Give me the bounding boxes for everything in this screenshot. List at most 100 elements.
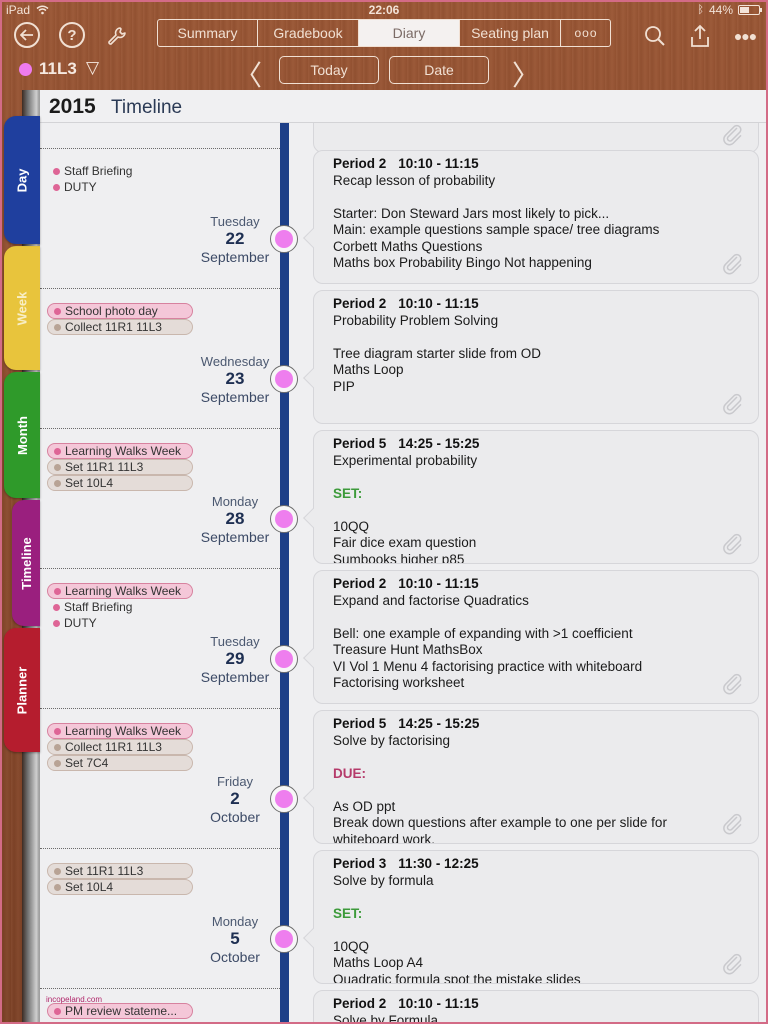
note-line: PIP <box>333 378 355 394</box>
tab-summary[interactable]: Summary <box>158 20 258 46</box>
lesson-card[interactable]: Period 2 10:10 - 11:15 Recap lesson of pr… <box>313 150 759 284</box>
paperclip-icon[interactable] <box>722 124 744 146</box>
note-line: Starter: Don Steward Jars most likely to… <box>333 205 610 221</box>
side-tab-timeline[interactable]: Timeline <box>12 500 40 626</box>
day-separator <box>40 848 280 849</box>
lesson-card[interactable]: Period 2 10:10 - 11:15 Probability Proble… <box>313 290 759 424</box>
event-item[interactable]: Set 11R1 11L3 <box>47 863 193 879</box>
period-label: Period 5 <box>333 436 387 451</box>
period-time: 10:10 - 11:15 <box>398 156 479 171</box>
paperclip-icon[interactable] <box>722 673 744 695</box>
event-item[interactable]: Learning Walks Week <box>47 443 193 459</box>
lesson-notes: Solve by Formula <box>333 1013 758 1024</box>
lesson-card[interactable]: Period 5 14:25 - 15:25 Solve by factorisi… <box>313 710 759 844</box>
today-button[interactable]: Today <box>279 56 379 84</box>
tab-seating-plan[interactable]: Seating plan <box>460 20 561 46</box>
previous-lesson-card[interactable] <box>313 123 759 153</box>
lesson-card[interactable]: Period 2 10:10 - 11:15 Solve by Formula <box>313 990 759 1024</box>
note-line: Solve by formula <box>333 872 434 888</box>
tab-more-options[interactable]: ooo <box>574 26 598 40</box>
event-item[interactable]: Staff Briefing <box>47 163 193 179</box>
event-item[interactable]: DUTY <box>47 615 193 631</box>
previous-arrow-icon[interactable]: 〈 <box>234 60 263 91</box>
event-label: Collect 11R1 11L3 <box>65 320 162 334</box>
lesson-header: Period 3 11:30 - 12:25 <box>333 856 758 873</box>
side-tab-planner[interactable]: Planner <box>4 628 40 752</box>
next-arrow-icon[interactable]: 〉 <box>512 60 541 91</box>
tab-diary[interactable]: Diary <box>359 20 460 46</box>
month: September <box>200 529 270 545</box>
side-tab-label: Month <box>14 415 30 455</box>
side-tab-week[interactable]: Week <box>4 246 40 370</box>
lesson-card[interactable]: Period 5 14:25 - 15:25 Experimental proba… <box>313 430 759 564</box>
date-label: Friday 2 October <box>190 774 280 825</box>
day-number: 5 <box>230 929 240 948</box>
lesson-card[interactable]: Period 2 10:10 - 11:15 Expand and factori… <box>313 570 759 704</box>
timeline-node[interactable] <box>270 505 298 533</box>
event-item[interactable]: Set 10L4 <box>47 879 193 895</box>
period-time: 10:10 - 11:15 <box>398 576 479 591</box>
event-item[interactable]: Learning Walks Week <box>47 723 193 739</box>
watermark: incopeland.com <box>46 995 103 1004</box>
event-item[interactable]: School photo day <box>47 303 193 319</box>
page-title: Timeline <box>111 97 183 118</box>
share-icon[interactable] <box>688 22 712 50</box>
side-tab-day[interactable]: Day <box>4 116 40 244</box>
paperclip-icon[interactable] <box>722 253 744 275</box>
event-item[interactable]: Collect 11R1 11L3 <box>47 739 193 755</box>
event-dot-icon <box>54 743 61 751</box>
paperclip-icon[interactable] <box>722 533 744 555</box>
event-item[interactable]: Set 7C4 <box>47 755 193 771</box>
note-line <box>333 782 758 799</box>
date-label: Wednesday 23 September <box>190 354 280 405</box>
event-label: Set 11R1 11L3 <box>65 864 144 878</box>
event-item[interactable]: Set 10L4 <box>47 475 193 491</box>
side-tab-month[interactable]: Month <box>4 372 40 498</box>
event-label: Set 11R1 11L3 <box>65 460 144 474</box>
event-dot-icon <box>53 619 60 627</box>
timeline-node[interactable] <box>270 785 298 813</box>
node-dot <box>275 790 293 808</box>
period-label: Period 2 <box>333 996 387 1011</box>
lesson-notes: Experimental probability SET: 10QQ Fair dic… <box>333 452 758 564</box>
timeline-node[interactable] <box>270 645 298 673</box>
paperclip-icon[interactable] <box>722 953 744 975</box>
clock: 22:06 <box>368 3 400 17</box>
tab-gradebook[interactable]: Gradebook <box>258 20 359 46</box>
day-entry: Staff Briefing DUTY Tuesday 22 September … <box>40 148 766 288</box>
event-item[interactable]: Collect 11R1 11L3 <box>47 319 193 335</box>
help-icon[interactable]: ? <box>59 22 85 48</box>
event-dot-icon <box>54 587 61 595</box>
weekday: Tuesday <box>210 214 260 229</box>
date-button[interactable]: Date <box>389 56 489 84</box>
note-line: Experimental probability <box>333 452 478 468</box>
more-icon[interactable]: ●●● <box>733 28 757 44</box>
node-dot <box>275 510 293 528</box>
bluetooth-icon: ᛒ <box>697 4 704 16</box>
lesson-card[interactable]: Period 3 11:30 - 12:25 Solve by formula SE… <box>313 850 759 984</box>
timeline-node[interactable] <box>270 925 298 953</box>
event-item[interactable]: Set 11R1 11L3 <box>47 459 193 475</box>
event-item[interactable]: Learning Walks Week <box>47 583 193 599</box>
search-icon[interactable] <box>643 22 667 50</box>
note-line: Tree diagram starter slide from OD <box>333 345 542 361</box>
back-arrow-icon[interactable] <box>14 22 40 48</box>
timeline-scroll[interactable]: Staff Briefing DUTY Tuesday 22 September … <box>40 123 766 1024</box>
timeline-node[interactable] <box>270 365 298 393</box>
event-dot-icon <box>53 183 60 191</box>
weekday: Friday <box>216 774 254 789</box>
class-selector[interactable]: 11L3 <box>39 59 77 78</box>
period-label: Period 2 <box>333 576 387 591</box>
event-item[interactable]: DUTY <box>47 179 193 195</box>
event-label: Learning Walks Week <box>65 584 182 598</box>
timeline-node[interactable] <box>270 225 298 253</box>
event-item[interactable]: Staff Briefing <box>47 599 193 615</box>
event-item[interactable]: PM review stateme... <box>47 1003 193 1019</box>
day-separator <box>40 988 280 989</box>
paperclip-icon[interactable] <box>722 813 744 835</box>
wrench-icon[interactable] <box>104 22 130 50</box>
day-separator <box>40 148 280 149</box>
chevron-down-icon[interactable]: ▽ <box>86 58 100 77</box>
paperclip-icon[interactable] <box>722 393 744 415</box>
event-dot-icon <box>54 759 61 767</box>
